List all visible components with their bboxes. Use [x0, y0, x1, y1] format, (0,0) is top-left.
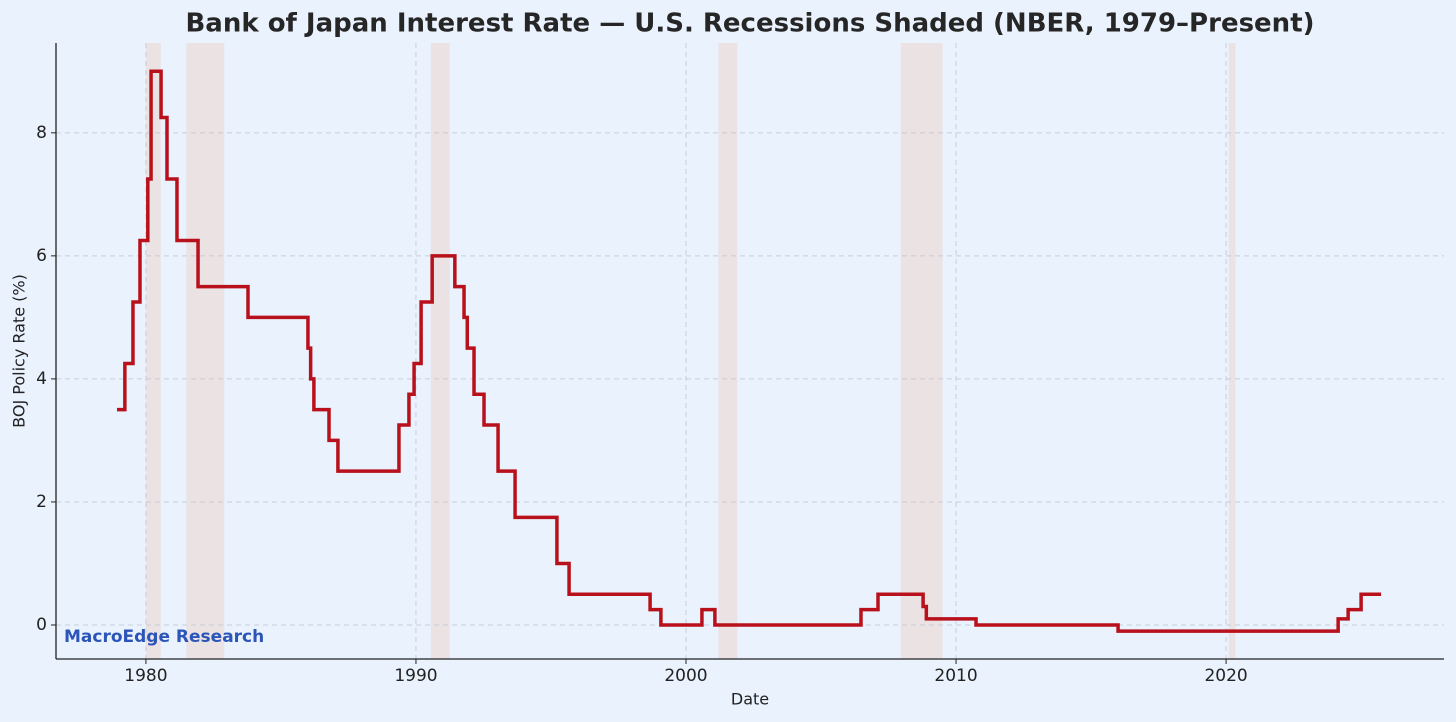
- x-tick-label: 2010: [934, 666, 977, 686]
- y-axis-label: BOJ Policy Rate (%): [10, 274, 29, 428]
- recession-band: [430, 43, 450, 659]
- y-tick-label: 4: [36, 369, 47, 389]
- chart-title: Bank of Japan Interest Rate — U.S. Reces…: [185, 9, 1314, 39]
- x-tick-label: 1990: [394, 666, 437, 686]
- recession-band: [145, 43, 161, 659]
- y-tick-label: 6: [36, 246, 47, 266]
- rate-line: [117, 69, 1382, 633]
- recession-band: [718, 43, 738, 659]
- x-axis-label: Date: [731, 690, 769, 709]
- y-tick-label: 8: [36, 123, 47, 143]
- annotation: MacroEdge Research: [64, 627, 264, 647]
- grid-layer: [56, 43, 1444, 659]
- recession-layer: [145, 43, 1236, 659]
- recession-band: [900, 43, 943, 659]
- x-tick-label: 2020: [1204, 666, 1247, 686]
- x-tick-label: 2000: [664, 666, 707, 686]
- y-tick-label: 0: [36, 615, 47, 635]
- y-tick-label: 2: [36, 492, 47, 512]
- recession-band: [186, 43, 225, 659]
- recession-band: [1228, 43, 1236, 659]
- plot-layer: [117, 69, 1382, 633]
- x-tick-label: 1980: [124, 666, 167, 686]
